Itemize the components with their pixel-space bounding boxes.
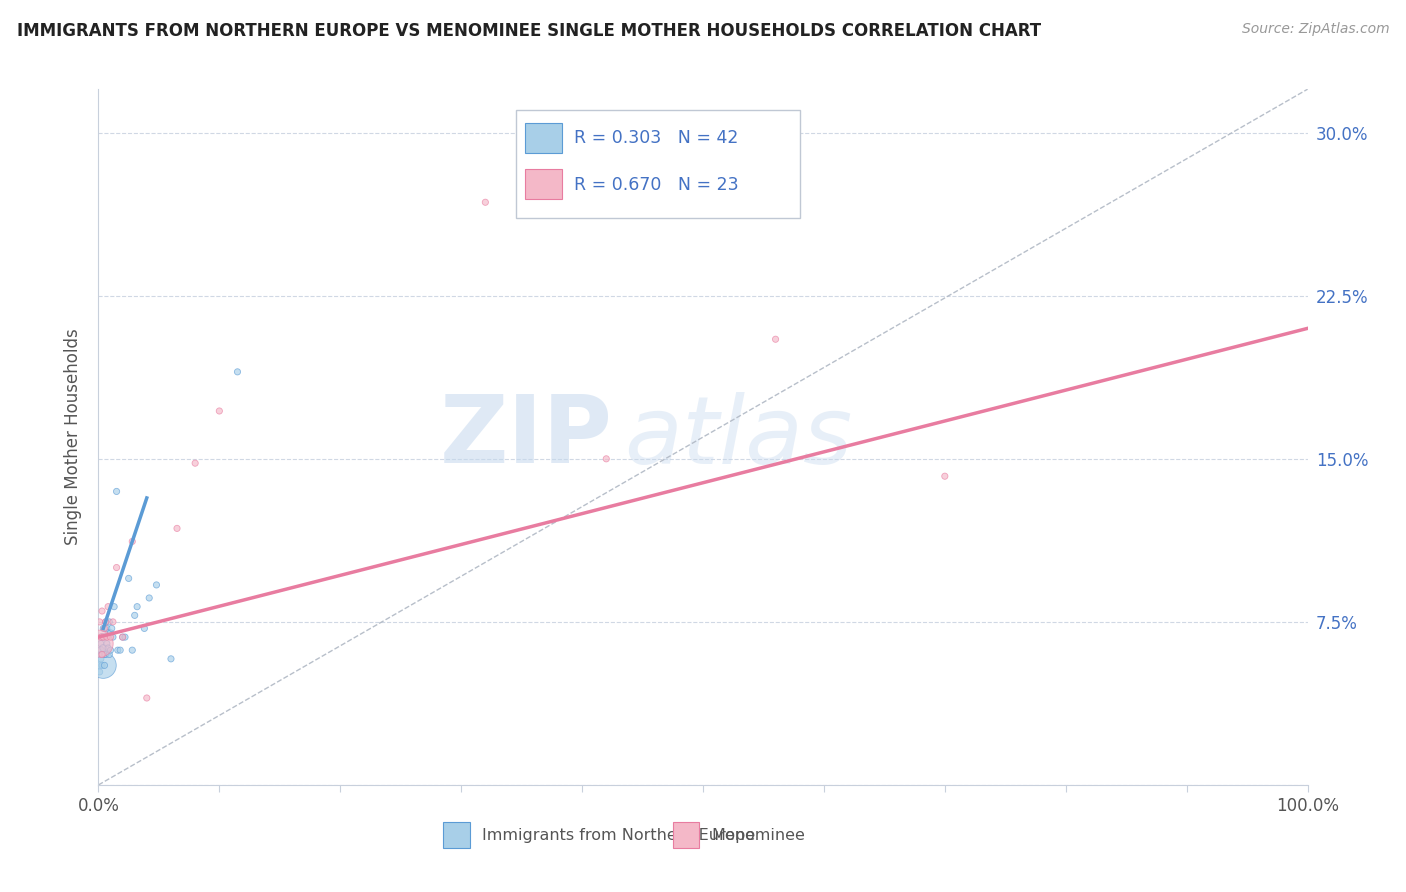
Point: [121, 643, 143, 657]
Point: [97, 640, 120, 655]
Y-axis label: Single Mother Households: Single Mother Households: [65, 329, 83, 545]
Point: [184, 456, 207, 470]
Point: [208, 404, 231, 418]
Point: [127, 599, 149, 614]
Point: [91, 621, 114, 635]
Point: [91, 658, 114, 673]
Text: IMMIGRANTS FROM NORTHERN EUROPE VS MENOMINEE SINGLE MOTHER HOUSEHOLDS CORRELATIO: IMMIGRANTS FROM NORTHERN EUROPE VS MENOM…: [17, 22, 1040, 40]
Point: [89, 658, 111, 673]
Point: [96, 621, 118, 635]
Point: [90, 643, 112, 657]
Point: [103, 599, 125, 614]
Point: [93, 621, 115, 635]
Point: [101, 615, 124, 629]
Text: ZIP: ZIP: [440, 391, 613, 483]
Point: [121, 534, 143, 549]
Text: Immigrants from Northern Europe: Immigrants from Northern Europe: [482, 828, 755, 843]
Point: [124, 608, 146, 623]
Point: [100, 621, 122, 635]
Point: [134, 621, 156, 635]
Point: [89, 665, 111, 679]
Point: [160, 652, 183, 666]
Text: R = 0.303   N = 42: R = 0.303 N = 42: [574, 129, 738, 147]
Point: [94, 615, 117, 629]
Point: [98, 648, 121, 662]
Point: [91, 648, 114, 662]
Point: [89, 637, 111, 651]
Point: [166, 521, 188, 535]
Point: [93, 648, 115, 662]
Point: [105, 560, 128, 574]
Text: Menominee: Menominee: [711, 828, 806, 843]
Text: Source: ZipAtlas.com: Source: ZipAtlas.com: [1241, 22, 1389, 37]
Point: [118, 571, 141, 585]
Point: [100, 643, 122, 657]
Point: [135, 690, 157, 705]
Text: R = 0.670   N = 23: R = 0.670 N = 23: [574, 177, 738, 194]
Point: [96, 630, 118, 644]
Point: [100, 630, 122, 644]
Point: [91, 630, 114, 644]
Point: [98, 615, 121, 629]
Point: [94, 648, 117, 662]
Point: [765, 332, 787, 346]
Point: [91, 640, 114, 655]
Point: [111, 630, 134, 644]
Point: [91, 648, 114, 662]
Point: [474, 195, 496, 210]
Point: [91, 630, 114, 644]
Point: [595, 451, 617, 466]
Point: [934, 469, 956, 483]
Point: [107, 643, 129, 657]
Point: [91, 658, 114, 673]
Point: [100, 625, 122, 640]
Point: [89, 648, 111, 662]
Point: [97, 599, 120, 614]
Point: [97, 625, 120, 640]
FancyBboxPatch shape: [526, 169, 561, 199]
FancyBboxPatch shape: [526, 122, 561, 153]
Point: [94, 615, 117, 629]
Point: [101, 630, 124, 644]
FancyBboxPatch shape: [516, 110, 800, 218]
Point: [226, 365, 249, 379]
Point: [93, 658, 115, 673]
Point: [91, 604, 114, 618]
FancyBboxPatch shape: [672, 822, 699, 848]
Point: [111, 630, 134, 644]
Point: [114, 630, 136, 644]
Point: [105, 484, 128, 499]
Point: [138, 591, 160, 605]
FancyBboxPatch shape: [443, 822, 470, 848]
Point: [96, 637, 118, 651]
Point: [90, 630, 112, 644]
Point: [93, 630, 115, 644]
Point: [90, 652, 112, 666]
Text: atlas: atlas: [624, 392, 852, 483]
Point: [108, 643, 131, 657]
Point: [90, 637, 112, 651]
Point: [145, 578, 167, 592]
Point: [89, 615, 111, 629]
